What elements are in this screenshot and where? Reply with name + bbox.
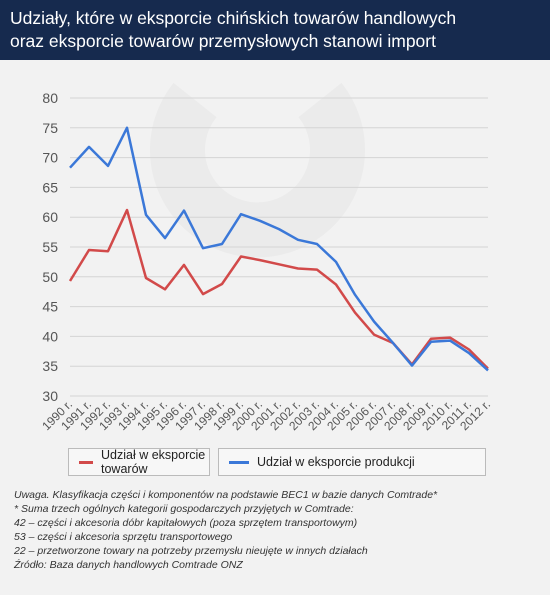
legend-item-towary: Udział w eksporcie towarów xyxy=(68,448,210,476)
note-line: 42 – części i akcesoria dóbr kapitałowyc… xyxy=(14,517,358,529)
chart-series xyxy=(68,126,489,372)
y-tick-label: 60 xyxy=(42,209,58,225)
y-tick-label: 50 xyxy=(42,269,58,285)
note-line: 53 – części i akcesoria sprzętu transpor… xyxy=(14,531,233,543)
watermark-logo xyxy=(150,82,365,258)
legend-swatch-red xyxy=(79,460,93,464)
note-line: * Suma trzech ogólnych kategorii gospoda… xyxy=(14,503,354,515)
source-line: Źródło: Baza danych handlowych Comtrade … xyxy=(14,559,243,571)
note-line: 22 – przetworzone towary na potrzeby prz… xyxy=(14,545,368,557)
note-line: Uwaga. Klasyfikacja części i komponentów… xyxy=(14,489,438,501)
y-tick-label: 55 xyxy=(42,239,58,255)
legend-item-produkcja: Udział w eksporcie produkcji xyxy=(218,448,486,476)
chart-title: Udziały, które w eksporcie chińskich tow… xyxy=(10,7,540,53)
header-bar: Udziały, które w eksporcie chińskich tow… xyxy=(0,0,550,60)
x-axis-ticks: 1990 r.1991 r.1992 r.1993 r.1994 r.1995 … xyxy=(39,397,493,433)
y-tick-label: 70 xyxy=(42,150,58,166)
series-line-produkcja xyxy=(69,126,489,372)
y-tick-label: 35 xyxy=(42,358,58,374)
y-tick-label: 65 xyxy=(42,179,58,195)
footnotes: Uwaga. Klasyfikacja części i komponentów… xyxy=(14,488,544,572)
chart-grid xyxy=(70,97,488,397)
y-tick-label: 75 xyxy=(42,120,58,136)
y-axis-ticks: 30 35 40 45 50 55 60 65 70 75 80 xyxy=(42,90,58,404)
legend-swatch-blue xyxy=(229,460,249,464)
legend-label-produkcja: Udział w eksporcie produkcji xyxy=(257,455,415,469)
y-tick-label: 80 xyxy=(42,90,58,106)
chart-legend: Udział w eksporcie towarów Udział w eksp… xyxy=(68,448,486,476)
line-chart: 30 35 40 45 50 55 60 65 70 75 80 1990 r.1991 r.199… xyxy=(39,82,493,433)
y-tick-label: 45 xyxy=(42,299,58,315)
y-tick-label: 30 xyxy=(42,388,58,404)
chart-title-line-1: Udziały, które w eksporcie chińskich tow… xyxy=(10,8,457,28)
chart-title-line-2: oraz eksporcie towarów przemysłowych sta… xyxy=(10,31,436,51)
legend-label-towary: Udział w eksporcie towarów xyxy=(101,448,206,476)
y-tick-label: 40 xyxy=(42,328,58,344)
